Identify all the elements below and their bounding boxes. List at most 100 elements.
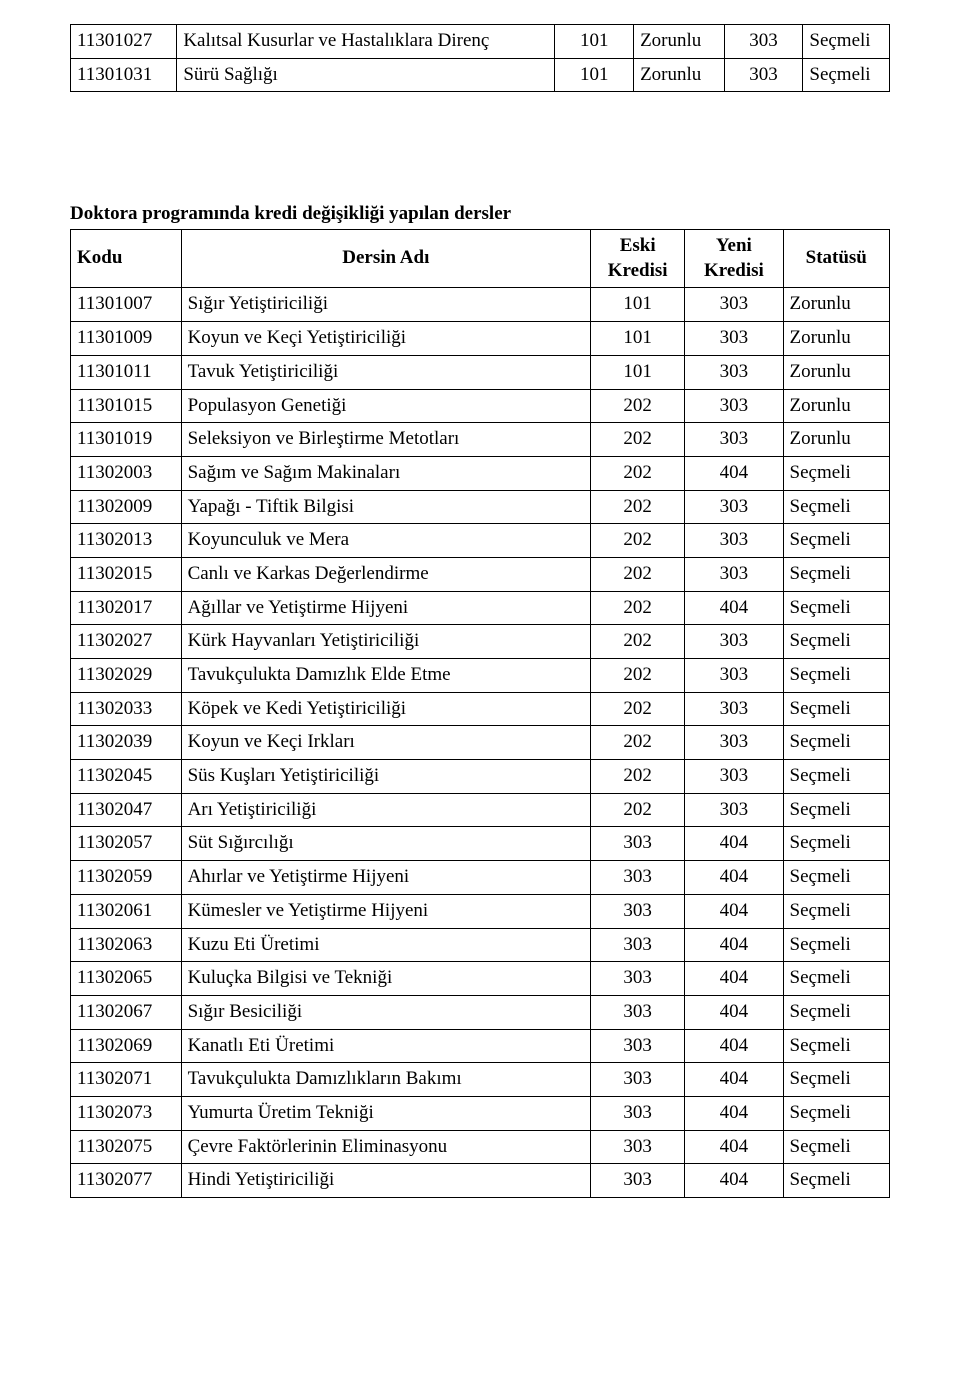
cell-status: Seçmeli <box>783 827 889 861</box>
cell-yeni: 303 <box>685 659 783 693</box>
cell-yeni: 404 <box>685 861 783 895</box>
cell-eski: 202 <box>591 456 685 490</box>
cell-status: Seçmeli <box>783 1096 889 1130</box>
cell-name: Canlı ve Karkas Değerlendirme <box>181 557 591 591</box>
cell-code: 11301019 <box>71 423 182 457</box>
cell-status: Zorunlu <box>783 423 889 457</box>
cell-name: Kuluçka Bilgisi ve Tekniği <box>181 962 591 996</box>
cell-status: Seçmeli <box>783 692 889 726</box>
cell-eski: 202 <box>591 490 685 524</box>
cell-yeni: 303 <box>685 557 783 591</box>
cell-status: Seçmeli <box>783 962 889 996</box>
cell-name: Hindi Yetiştiriciliği <box>181 1164 591 1198</box>
table-row: 11302039Koyun ve Keçi Irkları202303Seçme… <box>71 726 890 760</box>
cell-name: Koyunculuk ve Mera <box>181 524 591 558</box>
cell-name: Tavuk Yetiştiriciliği <box>181 355 591 389</box>
cell-eski: 202 <box>591 692 685 726</box>
cell-status: Seçmeli <box>783 1029 889 1063</box>
table-row: 11301031Sürü Sağlığı101Zorunlu303Seçmeli <box>71 58 890 92</box>
cell-status: Seçmeli <box>783 760 889 794</box>
cell-status: Seçmeli <box>783 456 889 490</box>
cell-code: 11301011 <box>71 355 182 389</box>
cell-name: Kalıtsal Kusurlar ve Hastalıklara Direnç <box>177 25 555 59</box>
cell-eski: 303 <box>591 1164 685 1198</box>
cell-name: Sığır Yetiştiriciliği <box>181 288 591 322</box>
header-code: Kodu <box>71 230 182 288</box>
table-row: 11302017Ağıllar ve Yetiştirme Hijyeni202… <box>71 591 890 625</box>
header-yeni: Yeni Kredisi <box>685 230 783 288</box>
cell-yeni: 404 <box>685 827 783 861</box>
cell-eski: 101 <box>591 322 685 356</box>
cell-yeni: 404 <box>685 1029 783 1063</box>
table-row: 11301027Kalıtsal Kusurlar ve Hastalıklar… <box>71 25 890 59</box>
table-row: 11302077Hindi Yetiştiriciliği303404Seçme… <box>71 1164 890 1198</box>
cell-yeni: 303 <box>685 389 783 423</box>
cell-status: Seçmeli <box>783 659 889 693</box>
cell-code: 11302069 <box>71 1029 182 1063</box>
cell-c3: 303 <box>724 58 803 92</box>
cell-name: Kuzu Eti Üretimi <box>181 928 591 962</box>
cell-name: Sürü Sağlığı <box>177 58 555 92</box>
cell-yeni: 404 <box>685 995 783 1029</box>
cell-yeni: 303 <box>685 355 783 389</box>
table-row: 11302059Ahırlar ve Yetiştirme Hijyeni303… <box>71 861 890 895</box>
cell-code: 11302075 <box>71 1130 182 1164</box>
cell-yeni: 303 <box>685 793 783 827</box>
table-row: 11302057Süt Sığırcılığı303404Seçmeli <box>71 827 890 861</box>
section-title: Doktora programında kredi değişikliği ya… <box>70 202 890 227</box>
cell-yeni: 404 <box>685 1063 783 1097</box>
cell-eski: 202 <box>591 389 685 423</box>
cell-c4: Seçmeli <box>803 25 890 59</box>
cell-yeni: 303 <box>685 423 783 457</box>
cell-eski: 101 <box>591 288 685 322</box>
cell-eski: 202 <box>591 659 685 693</box>
cell-name: Sığır Besiciliği <box>181 995 591 1029</box>
cell-yeni: 404 <box>685 928 783 962</box>
cell-code: 11302047 <box>71 793 182 827</box>
cell-status: Seçmeli <box>783 995 889 1029</box>
cell-status: Zorunlu <box>783 389 889 423</box>
cell-c4: Seçmeli <box>803 58 890 92</box>
cell-status: Seçmeli <box>783 894 889 928</box>
cell-eski: 303 <box>591 1029 685 1063</box>
cell-code: 11302059 <box>71 861 182 895</box>
cell-eski: 303 <box>591 995 685 1029</box>
table-row: 11302029Tavukçulukta Damızlık Elde Etme2… <box>71 659 890 693</box>
cell-yeni: 303 <box>685 726 783 760</box>
cell-eski: 303 <box>591 928 685 962</box>
cell-name: Kümesler ve Yetiştirme Hijyeni <box>181 894 591 928</box>
cell-status: Seçmeli <box>783 490 889 524</box>
cell-eski: 202 <box>591 423 685 457</box>
cell-yeni: 303 <box>685 625 783 659</box>
cell-code: 11302073 <box>71 1096 182 1130</box>
cell-status: Seçmeli <box>783 625 889 659</box>
cell-yeni: 303 <box>685 524 783 558</box>
cell-yeni: 303 <box>685 322 783 356</box>
cell-code: 11302017 <box>71 591 182 625</box>
cell-name: Tavukçulukta Damızlıkların Bakımı <box>181 1063 591 1097</box>
cell-code: 11302065 <box>71 962 182 996</box>
cell-name: Çevre Faktörlerinin Eliminasyonu <box>181 1130 591 1164</box>
cell-status: Seçmeli <box>783 1130 889 1164</box>
cell-name: Yapağı - Tiftik Bilgisi <box>181 490 591 524</box>
cell-name: Kürk Hayvanları Yetiştiriciliği <box>181 625 591 659</box>
table-row: 11301019Seleksiyon ve Birleştirme Metotl… <box>71 423 890 457</box>
top-table: 11301027Kalıtsal Kusurlar ve Hastalıklar… <box>70 24 890 92</box>
cell-yeni: 404 <box>685 894 783 928</box>
table-row: 11302047Arı Yetiştiriciliği202303Seçmeli <box>71 793 890 827</box>
cell-eski: 101 <box>591 355 685 389</box>
cell-name: Populasyon Genetiği <box>181 389 591 423</box>
cell-code: 11301009 <box>71 322 182 356</box>
cell-c1: 101 <box>555 25 634 59</box>
cell-eski: 202 <box>591 760 685 794</box>
cell-yeni: 404 <box>685 962 783 996</box>
table-row: 11301007Sığır Yetiştiriciliği101303Zorun… <box>71 288 890 322</box>
cell-name: Ağıllar ve Yetiştirme Hijyeni <box>181 591 591 625</box>
cell-yeni: 404 <box>685 1130 783 1164</box>
cell-status: Seçmeli <box>783 793 889 827</box>
cell-name: Arı Yetiştiriciliği <box>181 793 591 827</box>
cell-code: 11301027 <box>71 25 177 59</box>
table-row: 11302071Tavukçulukta Damızlıkların Bakım… <box>71 1063 890 1097</box>
cell-code: 11302015 <box>71 557 182 591</box>
cell-code: 11301031 <box>71 58 177 92</box>
